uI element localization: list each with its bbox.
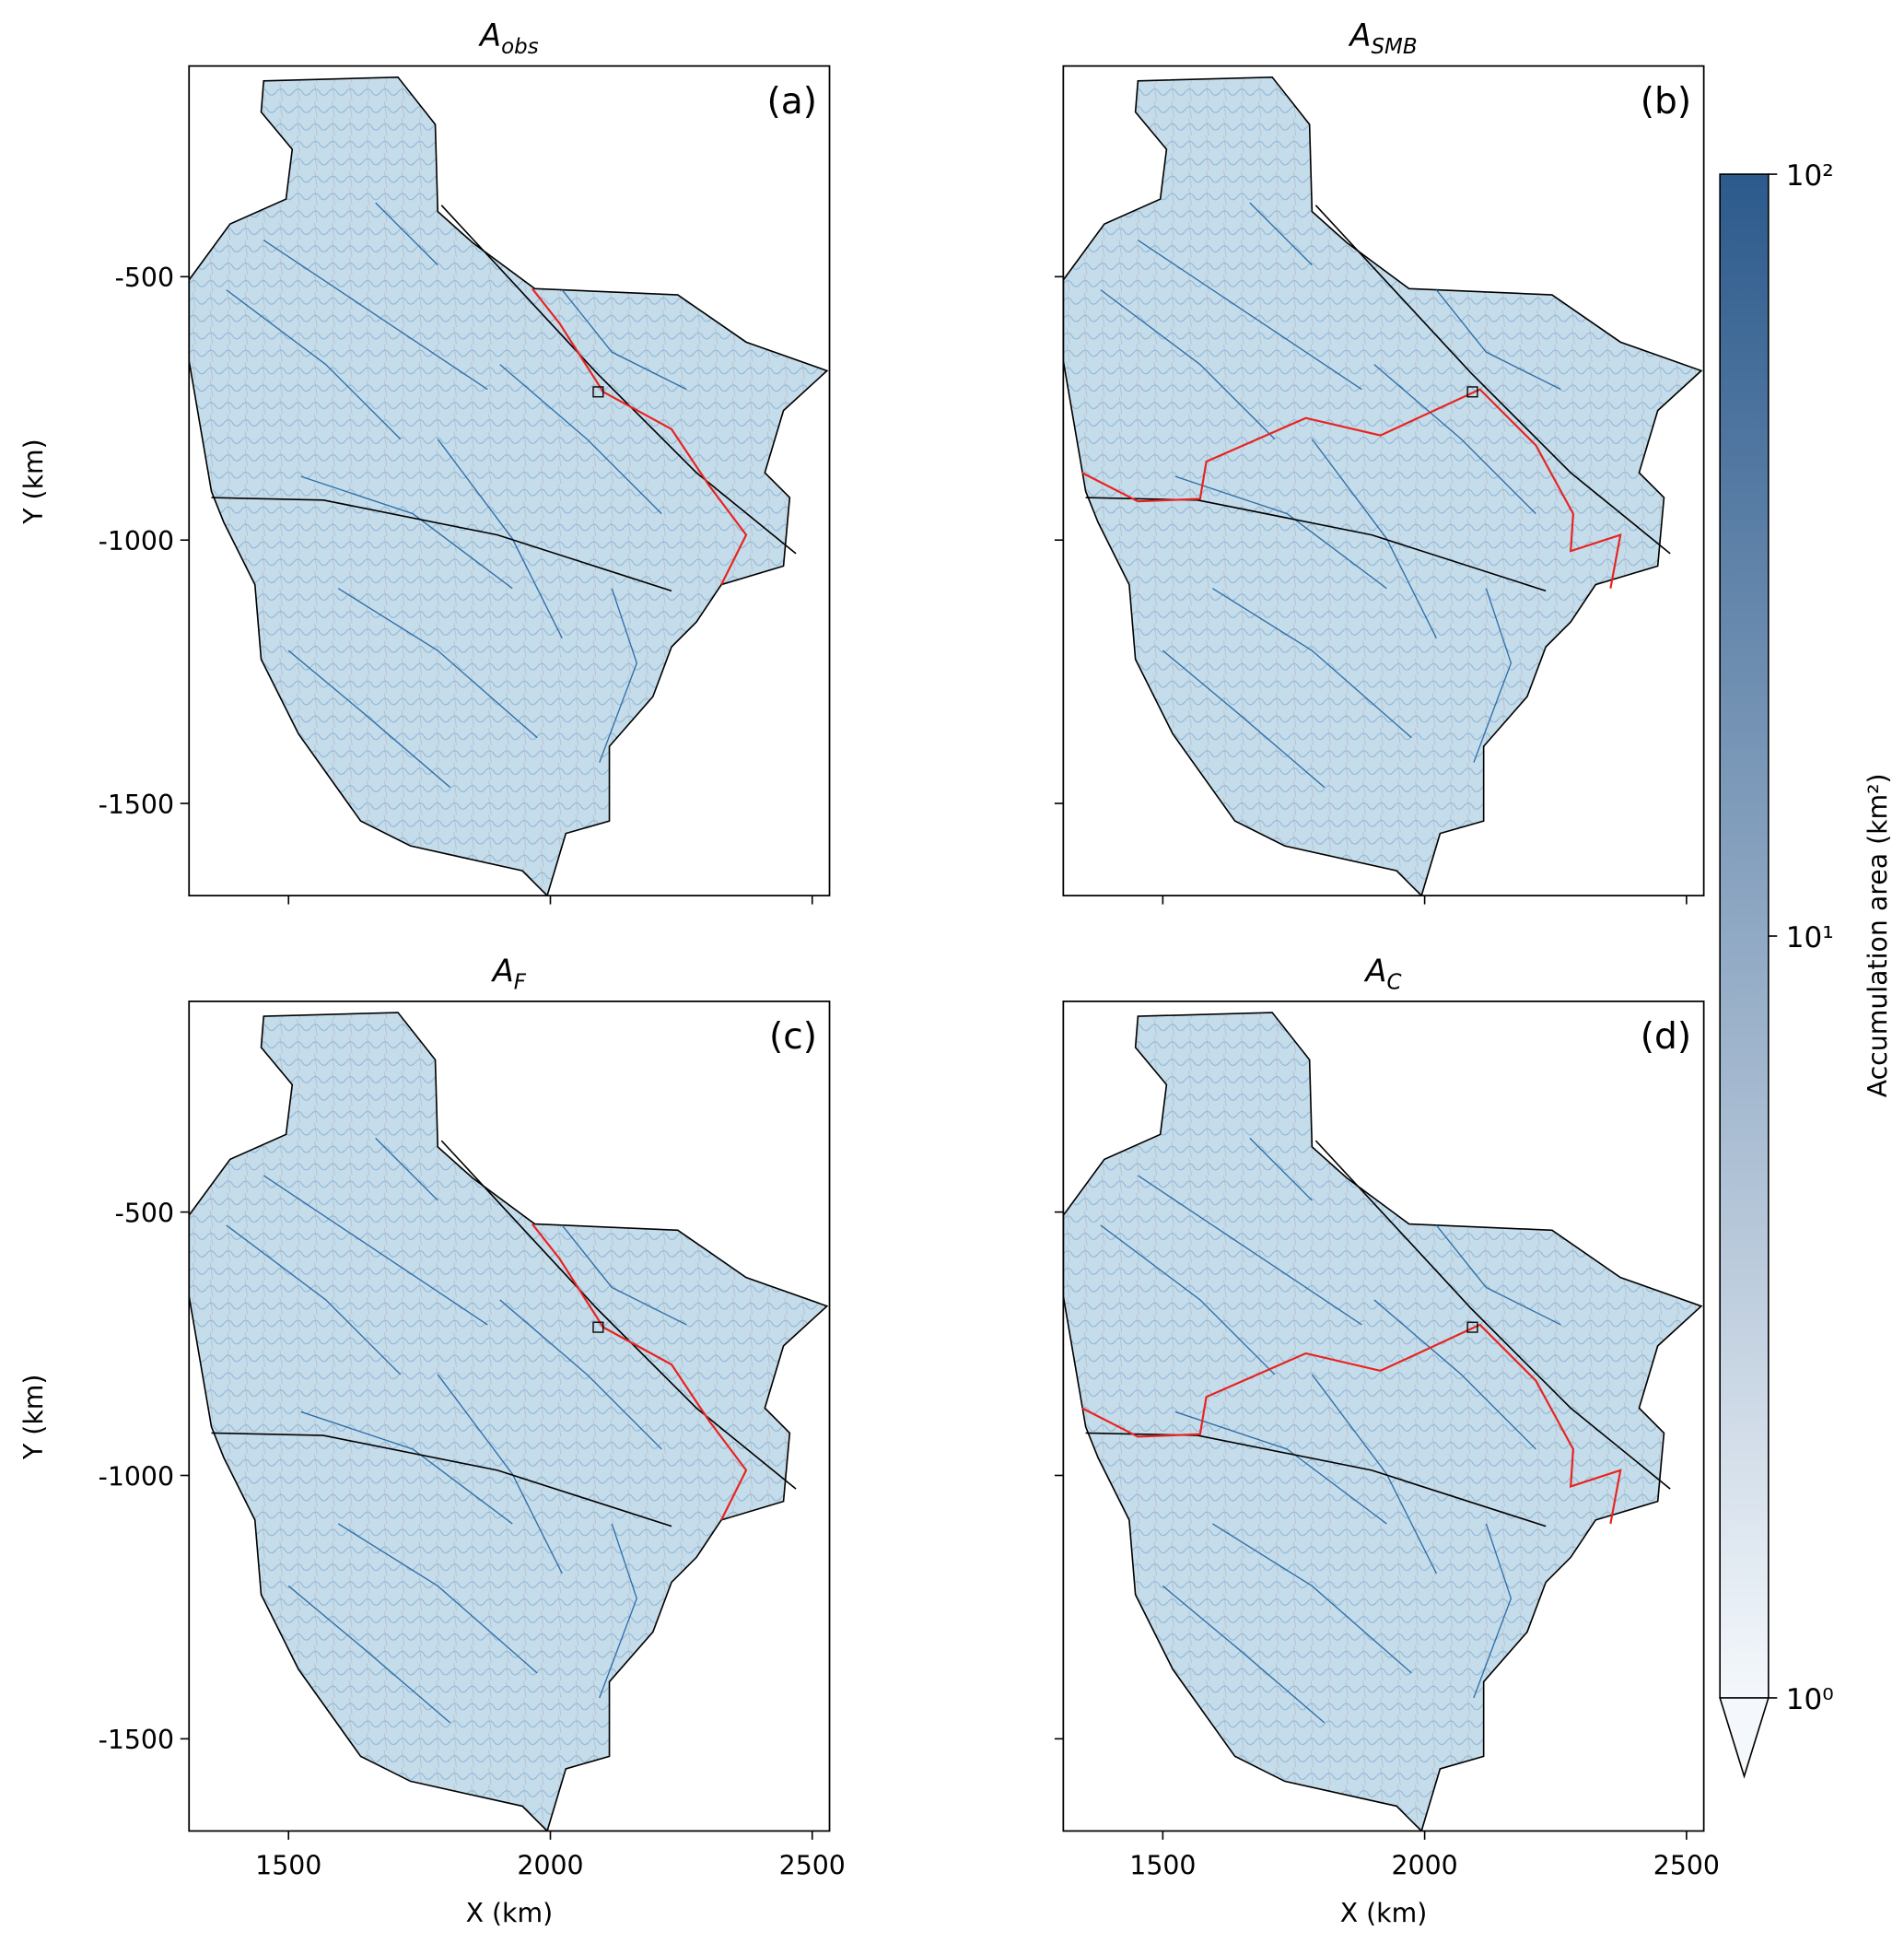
map	[189, 1012, 828, 1832]
title-main: A	[491, 953, 514, 989]
y-tick-label: -500	[115, 1198, 174, 1228]
colorbar	[1720, 174, 1769, 1698]
axes-frame	[1062, 1001, 1705, 1832]
panel-label: (c)	[769, 1016, 817, 1058]
panel-label: (a)	[766, 81, 817, 123]
panel-title: AF	[491, 953, 527, 994]
map-layers	[189, 76, 828, 896]
colorbar-label: Accumulation area (km²)	[1863, 773, 1893, 1097]
title-sub: SMB	[1371, 35, 1417, 59]
title-main: A	[1363, 953, 1386, 989]
map-layers	[1063, 76, 1702, 896]
ice-sheet	[189, 1012, 828, 1832]
x-tick-label: 1500	[255, 1851, 321, 1881]
y-tick-label: -1500	[99, 790, 174, 820]
colorbar-extend	[1719, 1697, 1770, 1779]
panel-label: (b)	[1641, 81, 1691, 123]
title-main: A	[1348, 18, 1371, 53]
title-sub: F	[514, 970, 527, 994]
colorbar-tick-label: 10¹	[1786, 921, 1834, 954]
axes-frame	[188, 1001, 831, 1832]
y-axis-label: Y (km)	[18, 439, 49, 524]
axes-frame	[188, 64, 831, 897]
ice-sheet	[1063, 1012, 1702, 1832]
y-tick-label: -1000	[99, 526, 174, 556]
ice-sheet	[189, 76, 828, 896]
x-axis-label: X (km)	[1340, 1898, 1428, 1928]
title-sub: obs	[501, 35, 539, 59]
x-tick-label: 2500	[1653, 1851, 1720, 1881]
y-tick-label: -1500	[99, 1725, 174, 1755]
axes-frame	[1062, 64, 1705, 897]
map	[189, 76, 828, 896]
title-main: A	[478, 18, 501, 53]
x-tick-label: 2000	[517, 1851, 583, 1881]
x-tick-label: 1500	[1129, 1851, 1196, 1881]
title-sub: C	[1387, 970, 1402, 994]
map-layers	[189, 1012, 828, 1832]
outlet-marker	[1466, 386, 1478, 398]
colorbar-tick-label: 10⁰	[1786, 1683, 1834, 1716]
outlet-marker	[592, 1321, 604, 1333]
x-axis-label: X (km)	[466, 1898, 554, 1928]
colorbar-tick-label: 10²	[1786, 159, 1834, 193]
panel-title: AC	[1363, 953, 1401, 994]
y-tick-label: -500	[115, 263, 174, 293]
panel-label: (d)	[1641, 1016, 1691, 1058]
outlet-marker	[592, 386, 604, 398]
x-tick-label: 2000	[1392, 1851, 1458, 1881]
ice-sheet	[1063, 76, 1702, 896]
map	[1063, 76, 1702, 896]
panel-title: ASMB	[1348, 18, 1417, 59]
map-layers	[1063, 1012, 1702, 1832]
y-tick-label: -1000	[99, 1461, 174, 1492]
outlet-marker	[1466, 1321, 1478, 1333]
y-axis-label: Y (km)	[18, 1375, 49, 1460]
x-tick-label: 2500	[779, 1851, 846, 1881]
map	[1063, 1012, 1702, 1832]
panel-title: Aobs	[478, 18, 539, 59]
